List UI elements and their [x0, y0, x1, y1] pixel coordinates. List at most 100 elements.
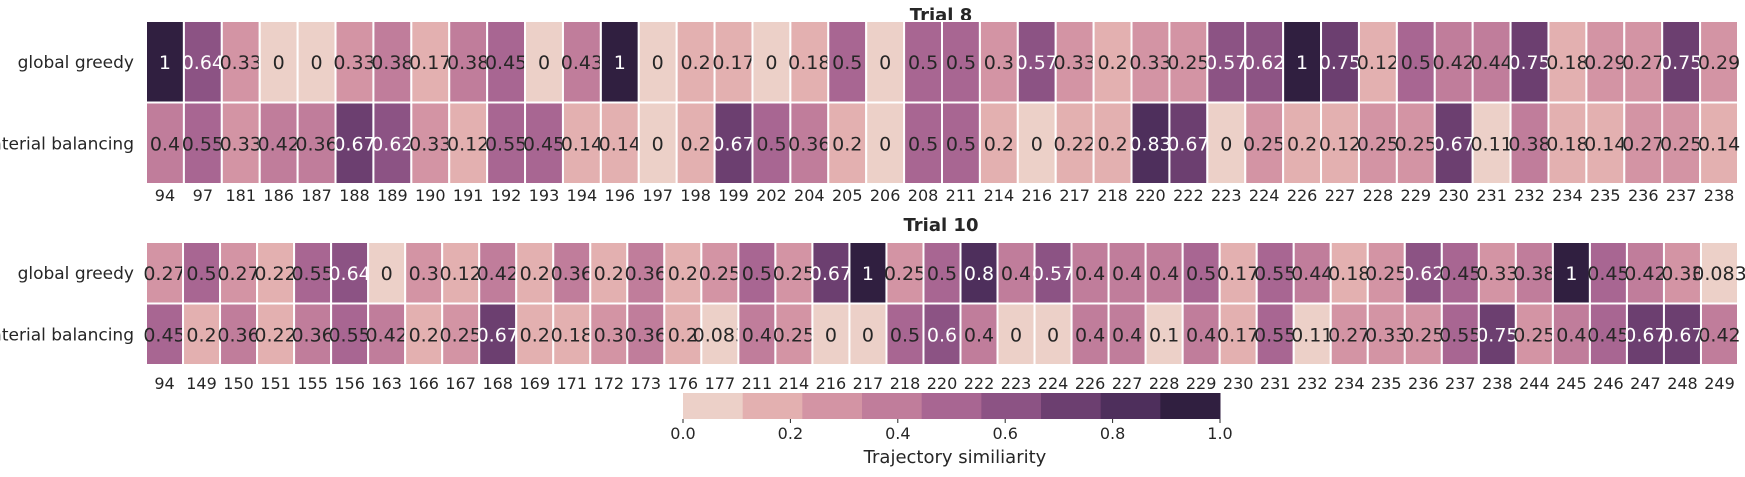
cell-value-label: 0.25 [440, 324, 482, 346]
cell-value-label: 0.75 [1660, 52, 1702, 74]
cell-value-label: 0.4 [1001, 263, 1031, 285]
cell-value-label: 0.42 [1433, 52, 1475, 74]
x-tick-label: 220 [927, 374, 958, 393]
cell-value-label: 0.62 [1243, 52, 1285, 74]
cell-value-label: 0.75 [1319, 52, 1361, 74]
cell-value-label: 0.25 [773, 263, 815, 285]
heatmap-cell [663, 302, 703, 366]
cell-value-label: 0.42 [1624, 263, 1666, 285]
x-tick-label: 177 [705, 374, 736, 393]
heatmap-cell [524, 101, 564, 185]
heatmap-cell [334, 101, 375, 185]
cell-value-label: 0.2 [409, 324, 439, 346]
cell-value-label: 0.11 [1470, 133, 1512, 155]
heatmap-cell [751, 101, 792, 185]
x-tick-label: 216 [816, 374, 847, 393]
cell-value-label: 0.4 [1149, 263, 1179, 285]
cell-value-label: 0 [1031, 133, 1043, 155]
cell-value-label: 0.4 [742, 324, 772, 346]
cell-value-label: 0.36 [625, 324, 667, 346]
x-tick-label: 193 [529, 186, 560, 205]
cell-value-label: 0.55 [1254, 263, 1296, 285]
x-tick-label: 234 [1334, 374, 1365, 393]
cell-value-label: 0.1 [1149, 324, 1179, 346]
heatmap-cell [515, 302, 555, 366]
cell-value-label: 0.55 [1254, 324, 1296, 346]
colorbar-tick-label: 0.6 [992, 424, 1017, 443]
cell-value-label: 0.27 [1622, 133, 1664, 155]
heatmap-cell [1403, 302, 1443, 366]
cell-value-label: 0.62 [1402, 263, 1444, 285]
colorbar-swatch [1160, 393, 1221, 419]
x-tick-label: 208 [908, 186, 939, 205]
heatmap-cell [1206, 20, 1247, 104]
cell-value-label: 0.12 [1357, 52, 1399, 74]
x-tick-label: 230 [1223, 374, 1254, 393]
colorbar-tick-label: 0.0 [670, 424, 695, 443]
heatmap-cell [1477, 302, 1517, 366]
x-tick-label: 231 [1260, 374, 1291, 393]
cell-value-label: 0.55 [485, 133, 527, 155]
cell-value-label: 0.4 [1075, 324, 1105, 346]
x-tick-label: 228 [1363, 186, 1394, 205]
cell-value-label: 0.25 [1365, 263, 1407, 285]
x-tick-label: 236 [1408, 374, 1439, 393]
heatmap-cell [589, 302, 629, 366]
cell-value-label: 0.67 [1624, 324, 1666, 346]
heatmap-cell [410, 20, 451, 104]
x-tick-label: 218 [890, 374, 921, 393]
cell-value-label: 0.27 [217, 263, 259, 285]
cell-value-label: 0.36 [788, 133, 830, 155]
cell-value-label: 0.36 [291, 324, 333, 346]
heatmap-cell [1699, 101, 1739, 185]
heatmap-cell [599, 20, 640, 104]
colorbar-swatch [683, 393, 744, 419]
x-tick-label: 237 [1445, 374, 1476, 393]
x-tick-label: 156 [334, 374, 365, 393]
cell-value-label: 0.5 [946, 133, 976, 155]
cell-value-label: 0.25 [1513, 324, 1555, 346]
cell-value-label: 0.36 [217, 324, 259, 346]
heatmap-cell [626, 241, 666, 305]
heatmap-cell [1661, 101, 1702, 185]
x-tick-label: 189 [377, 186, 408, 205]
x-tick-label: 235 [1371, 374, 1402, 393]
cell-value-label: 0.5 [186, 263, 216, 285]
x-tick-label: 181 [225, 186, 256, 205]
cell-value-label: 0.25 [1167, 52, 1209, 74]
x-tick-label: 216 [1021, 186, 1052, 205]
cell-value-label: 0.62 [371, 133, 413, 155]
heatmap-cell [1206, 101, 1247, 185]
cell-value-label: 0.42 [477, 263, 519, 285]
cell-value-label: 0.2 [1287, 133, 1317, 155]
x-tick-label: 222 [964, 374, 995, 393]
cell-value-label: 0.45 [1439, 263, 1481, 285]
cell-value-label: 0.29 [1584, 52, 1626, 74]
trial8-heatmap: global greedy 1 0.640.33 0 0 0.330.380.170.38… [0, 20, 1740, 205]
x-tick-label: 187 [301, 186, 332, 205]
heatmap-cell [1588, 241, 1628, 305]
x-tick-label: 199 [718, 186, 749, 205]
cell-value-label: 0.2 [186, 324, 216, 346]
cell-value-label: 0.14 [561, 133, 603, 155]
heatmap-cell [1033, 302, 1073, 366]
heatmap-cell [448, 101, 489, 185]
x-tick-label: 218 [1097, 186, 1128, 205]
colorbar-swatch [742, 393, 803, 419]
colorbar-swatch [862, 393, 923, 419]
cell-value-label: 0.55 [182, 133, 224, 155]
heatmap-cell [941, 101, 981, 185]
cell-value-label: 0.29 [1698, 52, 1740, 74]
colorbar-tick-label: 0.2 [778, 424, 803, 443]
cell-value-label: 0.43 [561, 52, 603, 74]
cell-value-label: 0.55 [328, 324, 370, 346]
colorbar-swatch [981, 393, 1042, 419]
cell-value-label: 0.25 [699, 263, 741, 285]
cell-value-label: 0.2 [681, 133, 711, 155]
cell-value-label: 0.3 [409, 263, 439, 285]
cell-value-label: 0 [381, 263, 393, 285]
cell-value-label: 0.5 [742, 263, 772, 285]
cell-value-label: 1 [1296, 52, 1308, 74]
heatmap-cell [478, 241, 518, 305]
cell-value-label: 0.5 [1186, 263, 1216, 285]
